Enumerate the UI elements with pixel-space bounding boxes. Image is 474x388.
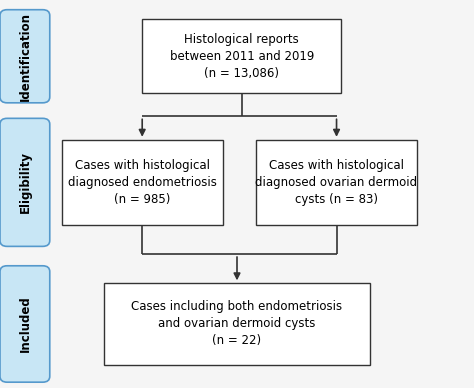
FancyBboxPatch shape	[142, 19, 341, 93]
Text: Eligibility: Eligibility	[18, 151, 31, 213]
Text: Included: Included	[18, 296, 31, 352]
FancyBboxPatch shape	[104, 283, 370, 365]
FancyBboxPatch shape	[62, 140, 223, 225]
Text: Cases with histological
diagnosed endometriosis
(n = 985): Cases with histological diagnosed endome…	[68, 159, 217, 206]
Text: Cases including both endometriosis
and ovarian dermoid cysts
(n = 22): Cases including both endometriosis and o…	[131, 300, 343, 348]
FancyBboxPatch shape	[256, 140, 417, 225]
Text: Histological reports
between 2011 and 2019
(n = 13,086): Histological reports between 2011 and 20…	[170, 33, 314, 80]
Text: Cases with histological
diagnosed ovarian dermoid
cysts (n = 83): Cases with histological diagnosed ovaria…	[255, 159, 418, 206]
FancyBboxPatch shape	[0, 10, 50, 103]
FancyBboxPatch shape	[0, 118, 50, 246]
FancyBboxPatch shape	[0, 266, 50, 382]
Text: Identification: Identification	[18, 12, 31, 101]
